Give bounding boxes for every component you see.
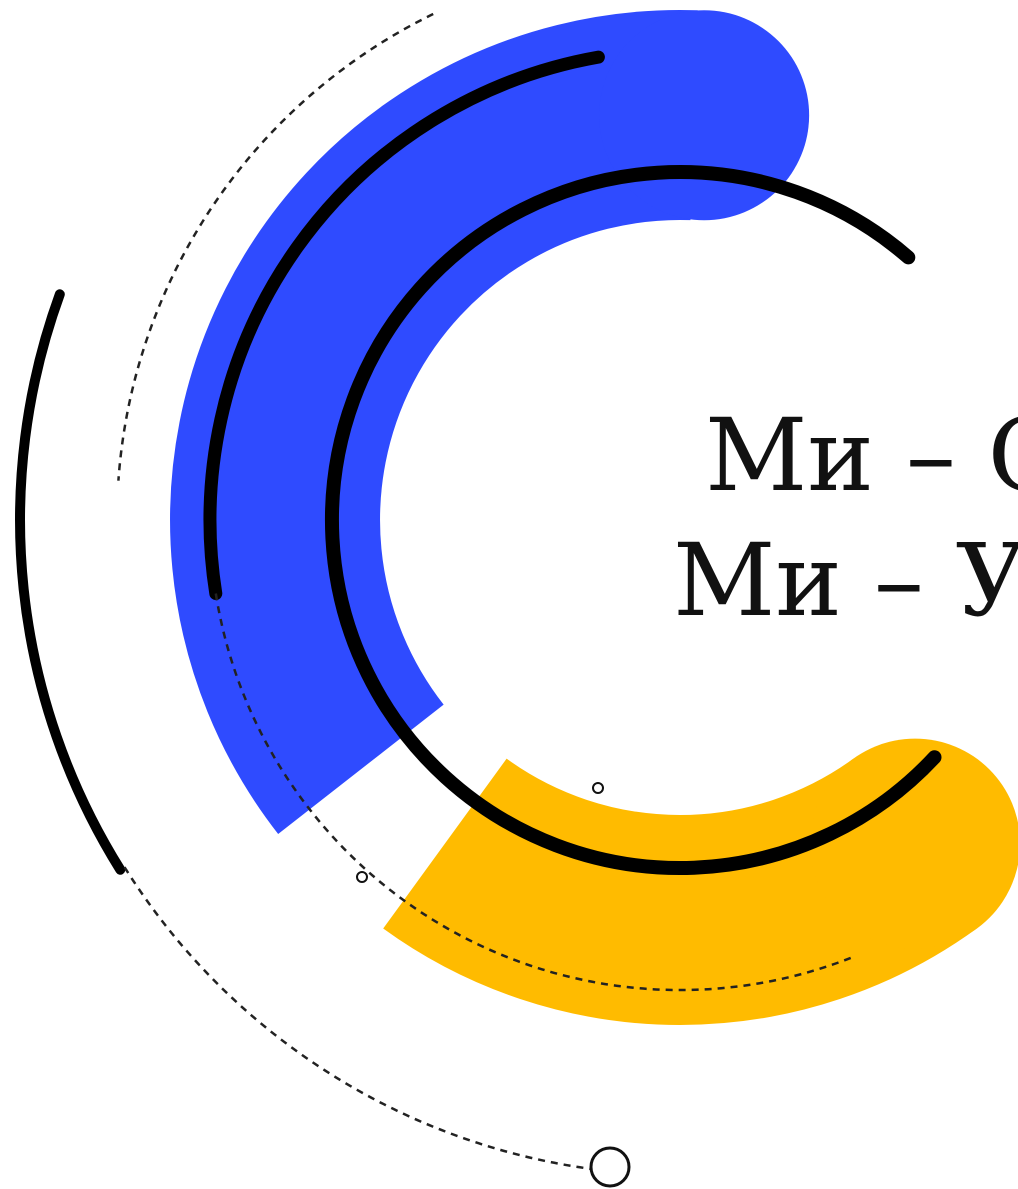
ring — [357, 872, 367, 882]
ring — [593, 783, 603, 793]
headline-line: Ми – С — [705, 397, 1018, 514]
headline-line: Ми – У — [673, 522, 1018, 639]
black-arc — [20, 294, 120, 869]
page: Ми – С Ми – У (() => { const data = JSON… — [0, 0, 1018, 1189]
black-arc — [332, 172, 935, 868]
ring — [591, 1148, 629, 1186]
artwork: Ми – С Ми – У — [0, 0, 1018, 1189]
